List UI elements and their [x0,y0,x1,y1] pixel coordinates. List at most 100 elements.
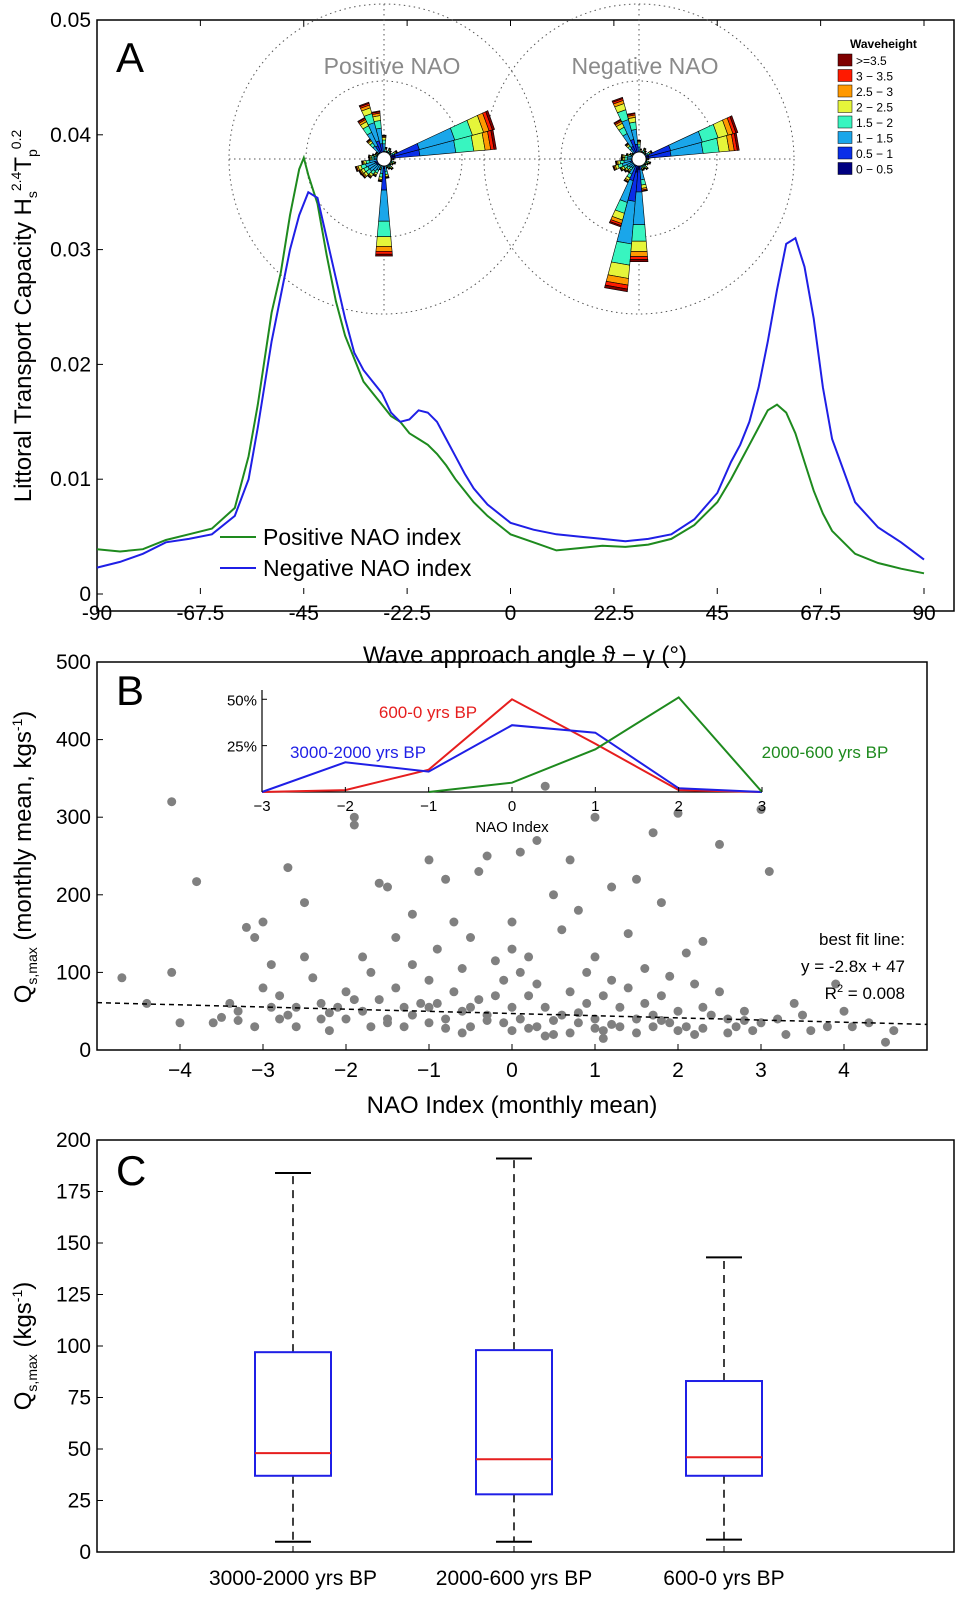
inset-label-2000-600: 2000-600 yrs BP [762,743,889,762]
scatter-point [715,839,724,849]
scatter-point [466,1022,475,1032]
legend-label-negative: Negative NAO index [263,555,472,581]
scatter-point [283,1010,293,1020]
rose-bar [649,161,652,165]
rose-bar [630,251,648,257]
scatter-point [515,967,525,977]
y-tick-label: 175 [56,1181,91,1204]
rose-bar [641,169,645,172]
scatter-point [349,812,359,822]
x-tick-label: −2 [334,1059,358,1082]
scatter-point [250,933,260,942]
rose-bar [612,165,616,171]
scatter-point [499,975,509,985]
panel-a-legend: Positive NAO index Negative NAO index [220,524,472,581]
waveheight-bin-label: 1.5 − 2 [856,116,893,130]
waveheight-swatch [837,53,853,67]
y-tick-label: 0.05 [50,9,91,32]
scatter-point [798,1010,807,1020]
inset-x-tick-label: 3 [758,798,766,815]
panel-a-letter: A [116,34,144,81]
waveheight-bin-label: 1 − 1.5 [856,132,893,146]
inset-yticks: 25% 50% [227,692,267,756]
scatter-point [565,987,575,997]
inset-x-tick-label: 2 [674,798,682,815]
scatter-point [847,1022,857,1032]
y-tick-label: 0 [79,1039,91,1062]
scatter-point [441,1023,451,1033]
scatter-point [565,855,575,865]
rose-title-negative: Negative NAO [571,53,718,79]
fit-label-1: best fit line: [819,930,905,949]
x-category-label: 600-0 yrs BP [663,1567,784,1590]
scatter-point [623,929,633,939]
scatter-point [673,1026,683,1036]
scatter-point [681,948,691,958]
scatter-point [324,1026,334,1036]
scatter-point [748,1026,758,1036]
scatter-point [432,944,442,954]
rose-bar [376,236,392,247]
panel-a-lines [96,154,925,575]
scatter-point [358,952,368,962]
ylabel-a-sub: s [24,191,40,198]
scatter-point [739,1016,749,1025]
scatter-point [665,971,675,981]
rose-bar [619,167,623,172]
waveheight-swatch [837,131,853,144]
ylabel-a-sup2: 0.2 [8,130,24,150]
scatter-point [731,1022,741,1032]
y-tick-label: 0.03 [50,239,91,262]
panel-b-yticks: 0 100 200 300 400 500 [56,651,103,1062]
inset-x-tick-label: 1 [591,798,599,815]
x-tick-label: 2 [672,1059,684,1082]
positive-nao-line [96,154,925,575]
scatter-point [424,1018,434,1028]
scatter-point [457,1006,467,1016]
scatter-point [864,1018,874,1028]
scatter-point [831,979,841,989]
rose-bar [385,177,390,179]
scatter-point [275,1014,285,1024]
scatter-point [549,1030,558,1039]
ylabel-b-sup: -1 [9,719,25,732]
scatter-point [598,1026,608,1036]
scatter-point [648,1010,658,1020]
scatter-point [532,836,542,845]
scatter-point [615,1002,625,1012]
inset-x-tick-label: −3 [253,798,270,815]
rose-bar [391,167,394,171]
y-tick-label: 0.02 [50,353,91,376]
scatter-point [698,1002,708,1012]
x-tick-label: -67.5 [176,602,224,625]
scatter-point [524,952,534,962]
x-tick-label: -90 [82,602,112,625]
y-tick-label: 400 [56,729,91,752]
scatter-point [266,960,276,970]
rose-bar [358,170,362,176]
scatter-point [241,922,251,932]
scatter-point [324,1008,334,1018]
rose-bar [375,251,393,255]
scatter-point [632,1014,641,1024]
box-plots [254,1157,763,1543]
scatter-point [424,1002,434,1012]
scatter-point [416,998,426,1008]
scatter-point [399,1022,409,1032]
scatter-point [175,1018,185,1028]
scatter-point [507,1026,517,1036]
rose-bar [623,169,627,173]
x-tick-label: -22.5 [383,602,431,625]
scatter-point [474,867,484,876]
rose-bar [485,110,495,131]
panel-a-yticks: 0 0.01 0.02 0.03 0.04 0.05 [50,9,103,606]
scatter-point [424,975,434,985]
fit-r: R [825,984,837,1003]
inset-y-tick-label: 25% [227,739,257,756]
scatter-point [698,1023,708,1033]
scatter-point [607,975,617,985]
scatter-point [407,1010,417,1020]
rose-bar [367,154,370,158]
y-tick-label: 100 [56,961,91,984]
